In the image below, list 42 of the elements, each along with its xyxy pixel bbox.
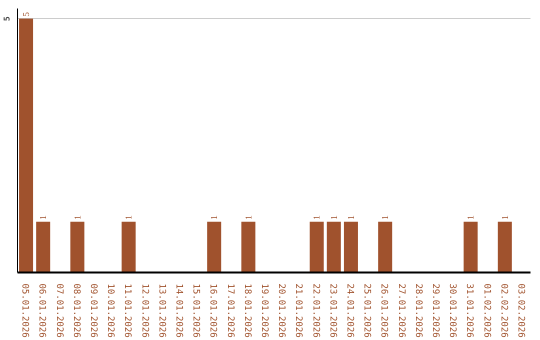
x-tick-label: 31.01.2026 bbox=[464, 284, 474, 338]
data-label: 1 bbox=[380, 215, 390, 220]
data-label: 1 bbox=[243, 215, 254, 220]
x-tick-label: 17.01.2026 bbox=[224, 284, 235, 338]
x-tick-label: 26.01.2026 bbox=[378, 284, 389, 338]
data-label: 1 bbox=[38, 215, 48, 220]
x-tick-label: 22.01.2026 bbox=[310, 284, 320, 338]
x-tick-label: 12.01.2026 bbox=[139, 284, 150, 338]
data-label: 1 bbox=[328, 215, 339, 220]
x-tick-label: 01.02.2026 bbox=[481, 284, 492, 338]
x-tick-label: 06.01.2026 bbox=[36, 284, 47, 338]
x-tick-label: 09.01.2026 bbox=[88, 284, 98, 338]
x-tick-label: 27.01.2026 bbox=[396, 284, 406, 338]
x-tick-label: 11.01.2026 bbox=[122, 284, 132, 338]
x-tick-label: 16.01.2026 bbox=[208, 284, 218, 338]
x-tick-label: 25.01.2026 bbox=[362, 284, 372, 338]
data-label: 1 bbox=[124, 215, 134, 220]
x-tick-label: 28.01.2026 bbox=[412, 284, 423, 338]
data-label: 1 bbox=[209, 215, 220, 220]
x-tick-label: 30.01.2026 bbox=[447, 284, 458, 338]
x-tick-label: 03.02.2026 bbox=[515, 284, 526, 338]
data-label: 1 bbox=[466, 215, 476, 220]
x-tick-label: 23.01.2026 bbox=[327, 284, 338, 338]
x-tick-label: 08.01.2026 bbox=[70, 284, 81, 338]
x-tick-label: 19.01.2026 bbox=[258, 284, 269, 338]
data-label: 1 bbox=[500, 215, 510, 220]
data-label: 1 bbox=[346, 215, 356, 220]
x-tick-label: 02.02.2026 bbox=[498, 284, 508, 338]
x-tick-label: 20.01.2026 bbox=[276, 284, 286, 338]
x-tick-label: 15.01.2026 bbox=[190, 284, 201, 338]
x-tick-label: 29.01.2026 bbox=[430, 284, 440, 338]
x-tick-label: 24.01.2026 bbox=[344, 284, 354, 338]
x-tick-label: 21.01.2026 bbox=[293, 284, 304, 338]
x-tick-label: 10.01.2026 bbox=[105, 284, 116, 338]
x-tick-label: 13.01.2026 bbox=[156, 284, 166, 338]
x-tick-label: 07.01.2026 bbox=[54, 284, 64, 338]
data-label: 1 bbox=[72, 215, 82, 220]
x-tick-label: 18.01.2026 bbox=[242, 284, 252, 338]
data-label: 5 bbox=[21, 12, 32, 17]
data-label: 1 bbox=[312, 215, 322, 220]
x-tick-label: 05.01.2026 bbox=[20, 284, 30, 338]
x-tick-label: 14.01.2026 bbox=[173, 284, 184, 338]
